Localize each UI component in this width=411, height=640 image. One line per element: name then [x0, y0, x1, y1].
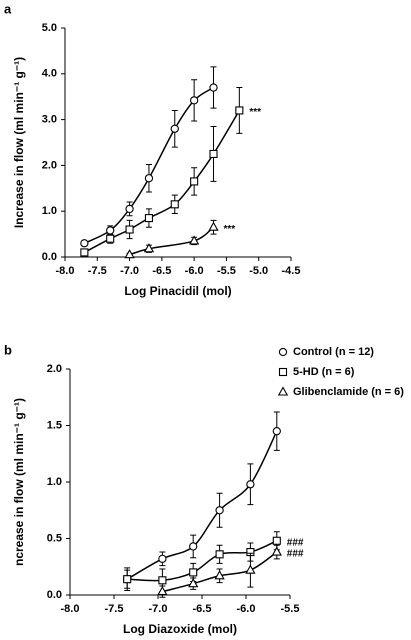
y-tick-label: 2.0 — [42, 159, 57, 171]
x-tick-label: -7.5 — [88, 265, 107, 277]
data-point — [144, 174, 154, 183]
y-tick-label: 1.0 — [47, 476, 62, 488]
data-point — [215, 506, 224, 515]
y-tick-label: 0.5 — [47, 532, 62, 544]
data-point — [272, 426, 281, 436]
legend-marker — [277, 386, 289, 396]
fit-curve — [126, 430, 278, 580]
x-axis-title: Log Pinacidil (mol) — [124, 284, 231, 298]
data-point — [189, 96, 199, 105]
y-tick-label: 1.0 — [42, 205, 57, 217]
data-point — [106, 234, 115, 243]
data-point — [80, 239, 89, 248]
x-tick-label: -8.0 — [56, 265, 75, 277]
data-point — [208, 221, 219, 231]
x-tick-label: -7.0 — [149, 603, 168, 615]
data-point — [125, 204, 134, 214]
y-tick-label: 3.0 — [42, 114, 57, 126]
data-point — [189, 542, 198, 551]
x-tick-label: -6.5 — [193, 603, 212, 615]
data-point — [143, 243, 155, 253]
y-axis-title: Increase in flow (ml min⁻¹ g⁻¹) — [12, 57, 26, 228]
data-point — [246, 480, 255, 489]
y-tick-label: 5.0 — [42, 22, 57, 34]
annotation: *** — [249, 107, 261, 118]
data-point — [188, 578, 199, 588]
annotation: *** — [224, 224, 236, 235]
y-tick-label: 1.5 — [47, 419, 62, 431]
annotation: ### — [287, 537, 304, 548]
data-point — [144, 214, 153, 223]
x-tick-label: -5.0 — [249, 265, 268, 277]
legend-label: 5-HD (n = 6) — [293, 366, 355, 378]
legend-label: Control (n = 12) — [293, 346, 374, 358]
x-tick-label: -4.5 — [282, 265, 301, 277]
data-point — [80, 248, 89, 257]
data-point — [157, 585, 168, 596]
fit-curve — [129, 226, 214, 256]
y-tick-label: 4.0 — [42, 68, 57, 80]
legend-marker — [278, 347, 288, 357]
data-point — [190, 177, 199, 186]
data-point — [245, 564, 256, 574]
data-point — [209, 149, 218, 158]
data-point — [235, 106, 244, 115]
legend-label: Glibenclamide (n = 6) — [293, 386, 404, 398]
x-tick-label: -5.5 — [281, 603, 300, 615]
data-point — [106, 226, 115, 235]
data-point — [158, 576, 167, 585]
data-point — [170, 200, 179, 209]
y-tick-label: 0.0 — [47, 589, 62, 601]
data-point — [214, 570, 225, 580]
y-tick-label: 0.0 — [42, 251, 57, 263]
annotation: ### — [287, 549, 304, 560]
data-point — [272, 536, 281, 545]
data-point — [123, 575, 132, 584]
data-point — [158, 554, 167, 563]
data-point — [124, 249, 135, 259]
data-point — [215, 550, 224, 559]
fit-curve — [127, 540, 278, 582]
data-point — [271, 546, 282, 556]
data-point — [170, 124, 179, 133]
x-tick-label: -6.5 — [152, 265, 171, 277]
x-tick-label: -7.5 — [105, 603, 124, 615]
x-tick-label: -6.0 — [237, 603, 256, 615]
data-point — [189, 568, 198, 577]
data-point — [209, 83, 218, 92]
data-point — [125, 225, 134, 234]
panel-label: a — [4, 1, 12, 16]
x-tick-label: -7.0 — [120, 265, 139, 277]
panel-label: b — [4, 342, 12, 357]
legend-marker — [278, 367, 288, 377]
x-axis-title: Log Diazoxide (mol) — [123, 622, 237, 636]
x-tick-label: -8.0 — [61, 603, 80, 615]
data-point — [189, 235, 200, 245]
x-tick-label: -6.0 — [185, 265, 204, 277]
y-axis-title: ncrease in flow (ml min⁻¹ g⁻¹) — [12, 398, 26, 566]
y-tick-label: 2.0 — [47, 363, 62, 375]
x-tick-label: -5.5 — [217, 265, 236, 277]
